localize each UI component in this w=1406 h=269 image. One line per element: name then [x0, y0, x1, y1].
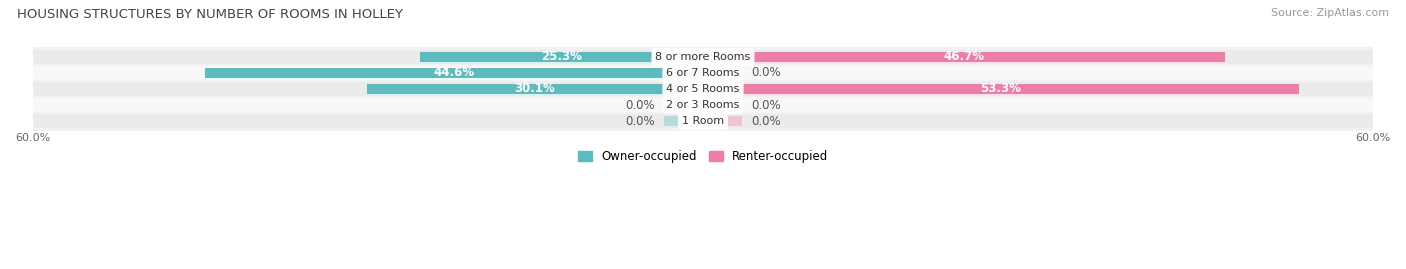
Bar	[32, 82, 1374, 96]
Bar	[32, 49, 1374, 64]
Bar	[703, 100, 742, 110]
Bar	[664, 100, 703, 110]
Text: 1 Room: 1 Room	[682, 116, 724, 126]
Text: 4 or 5 Rooms: 4 or 5 Rooms	[666, 84, 740, 94]
Bar	[367, 84, 703, 94]
Text: 30.1%: 30.1%	[515, 83, 555, 95]
Legend: Owner-occupied, Renter-occupied: Owner-occupied, Renter-occupied	[572, 146, 834, 168]
Bar	[703, 68, 742, 77]
Bar	[703, 84, 1299, 94]
Text: 0.0%: 0.0%	[626, 115, 655, 128]
Bar	[32, 114, 1374, 128]
Text: 6 or 7 Rooms: 6 or 7 Rooms	[666, 68, 740, 78]
Text: 2 or 3 Rooms: 2 or 3 Rooms	[666, 100, 740, 110]
Bar	[664, 116, 703, 126]
Text: HOUSING STRUCTURES BY NUMBER OF ROOMS IN HOLLEY: HOUSING STRUCTURES BY NUMBER OF ROOMS IN…	[17, 8, 404, 21]
Text: 44.6%: 44.6%	[433, 66, 474, 79]
Text: 25.3%: 25.3%	[541, 50, 582, 63]
Bar	[420, 52, 703, 62]
Bar	[32, 98, 1374, 112]
Text: Source: ZipAtlas.com: Source: ZipAtlas.com	[1271, 8, 1389, 18]
Text: 0.0%: 0.0%	[751, 115, 780, 128]
Text: 46.7%: 46.7%	[943, 50, 984, 63]
Text: 8 or more Rooms: 8 or more Rooms	[655, 52, 751, 62]
Text: 0.0%: 0.0%	[626, 98, 655, 112]
Text: 0.0%: 0.0%	[751, 66, 780, 79]
Bar	[32, 66, 1374, 80]
Bar	[703, 116, 742, 126]
Bar	[703, 52, 1225, 62]
Text: 0.0%: 0.0%	[751, 98, 780, 112]
Bar	[205, 68, 703, 77]
Text: 53.3%: 53.3%	[980, 83, 1021, 95]
